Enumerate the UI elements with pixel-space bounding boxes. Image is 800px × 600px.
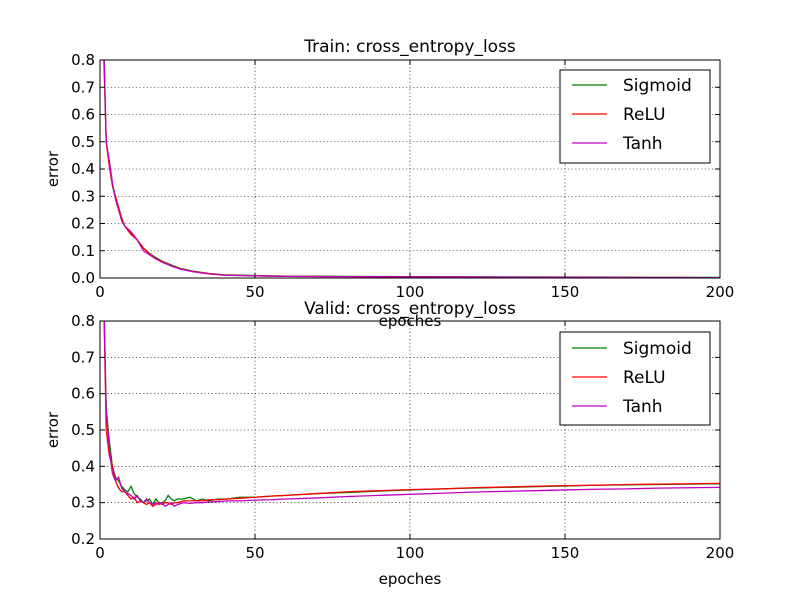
valid-series (103, 321, 720, 508)
valid-xtick-label: 0 (95, 544, 105, 562)
train-ytick-label: 0.2 (71, 215, 95, 233)
valid-legend-label-sigmoid: Sigmoid (623, 339, 692, 359)
valid-ytick-label: 0.8 (71, 312, 95, 330)
valid-ytick-label: 0.6 (71, 385, 95, 403)
train-ytick-label: 0.3 (71, 187, 95, 205)
valid-xtick-label: 200 (706, 544, 735, 562)
valid-ylabel: error (44, 411, 62, 448)
valid-ticks: 0 50 100 150 200 0.2 0.3 0.4 0.5 0.6 0.7 0.8 (71, 312, 734, 562)
valid-subplot: 0 50 100 150 200 0.2 0.3 0.4 0.5 0.6 0.7 0.8 Valid:… (44, 299, 734, 588)
valid-legend: Sigmoid ReLU Tanh (559, 331, 711, 426)
valid-series-line-relu (103, 321, 720, 508)
train-xtick-label: 200 (706, 283, 735, 301)
valid-legend-label-tanh: Tanh (622, 397, 663, 417)
valid-ytick-label: 0.3 (71, 494, 95, 512)
valid-ytick-label: 0.5 (71, 421, 95, 439)
train-ytick-label: 0.7 (71, 78, 95, 96)
valid-legend-label-relu: ReLU (623, 368, 666, 388)
train-xtick-label: 0 (95, 283, 105, 301)
valid-title: Valid: cross_entropy_loss (304, 299, 516, 319)
train-xtick-label: 50 (245, 283, 264, 301)
train-legend-label-sigmoid: Sigmoid (623, 76, 692, 96)
train-series-line-tanh (103, 60, 720, 278)
train-title: Train: cross_entropy_loss (303, 37, 516, 57)
valid-xlabel: epoches (379, 570, 442, 588)
train-ylabel: error (44, 150, 62, 187)
valid-xtick-label: 50 (245, 544, 264, 562)
train-legend-label-relu: ReLU (623, 105, 666, 125)
train-ytick-label: 0.8 (71, 51, 95, 69)
valid-series-line-tanh (103, 321, 720, 508)
train-ytick-label: 0.5 (71, 133, 95, 151)
train-xtick-label: 100 (396, 283, 425, 301)
valid-xtick-label: 150 (551, 544, 580, 562)
valid-ytick-label: 0.4 (71, 457, 95, 475)
train-grid (100, 60, 720, 278)
train-ytick-label: 0.1 (71, 242, 95, 260)
valid-ytick-label: 0.2 (71, 530, 95, 548)
train-ytick-label: 0.4 (71, 160, 95, 178)
train-series (103, 60, 720, 278)
train-ytick-label: 0.6 (71, 106, 95, 124)
train-ticks: 0 50 100 150 200 0.0 0.1 0.2 0.3 0.4 0.5 0.6 0.7 0.8 (71, 51, 734, 301)
train-legend-label-tanh: Tanh (622, 134, 663, 154)
train-subplot: 0 50 100 150 2000.00.10.20.30.40.50.60.70.8 … (44, 37, 734, 330)
valid-ytick-label: 0.7 (71, 348, 95, 366)
train-xtick-label: 150 (551, 283, 580, 301)
valid-xtick-label: 100 (396, 544, 425, 562)
train-ytick-label: 0.0 (71, 269, 95, 287)
train-legend: Sigmoid ReLU Tanh (559, 69, 711, 164)
